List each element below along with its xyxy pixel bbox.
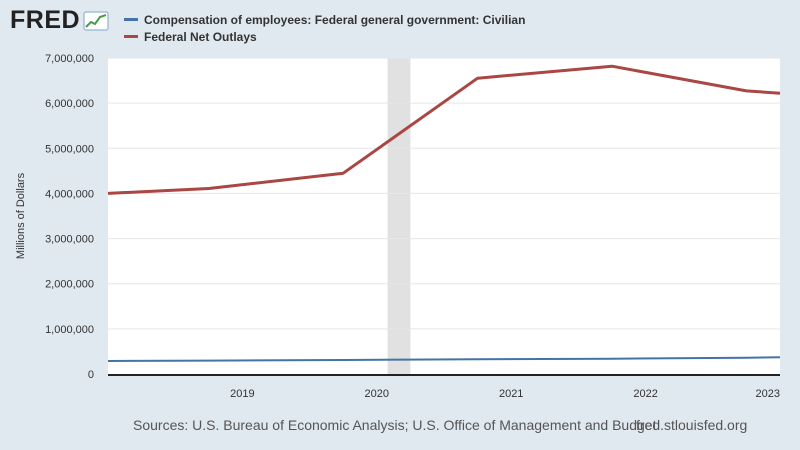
legend: Compensation of employees: Federal gener…: [124, 11, 525, 45]
legend-swatch-blue: [124, 18, 138, 21]
y-tick-label: 3,000,000: [45, 234, 94, 246]
legend-item-outlays: Federal Net Outlays: [124, 28, 525, 45]
chart-area: 0 1,000,000 2,000,000 3,000,000 4,000,000 5,0…: [15, 53, 781, 400]
y-tick-label: 1,000,000: [45, 324, 94, 336]
x-tick-label: 2021: [499, 388, 523, 400]
plot-background: [108, 58, 780, 374]
logo-text: FRED: [10, 6, 81, 34]
y-tick-label: 7,000,000: [45, 53, 94, 65]
sources-note: Sources: U.S. Bureau of Economic Analysi…: [133, 417, 657, 433]
y-tick-label: 0: [88, 369, 94, 381]
series-line-compensation: [107, 356, 781, 362]
y-tick-label: 5,000,000: [45, 143, 94, 155]
x-tick-label: 2023: [756, 388, 780, 400]
fred-url-link[interactable]: fred.stlouisfed.org: [636, 417, 748, 433]
x-tick-label: 2020: [365, 388, 389, 400]
fred-logo[interactable]: FRED: [10, 6, 109, 35]
chart-trend-icon: [83, 11, 109, 30]
legend-label-compensation: Compensation of employees: Federal gener…: [144, 12, 526, 27]
y-tick-label: 2,000,000: [45, 279, 94, 291]
y-axis-label: Millions of Dollars: [15, 172, 27, 259]
legend-swatch-red: [124, 35, 138, 38]
legend-label-outlays: Federal Net Outlays: [144, 29, 257, 44]
legend-item-compensation: Compensation of employees: Federal gener…: [124, 11, 525, 28]
x-tick-label: 2022: [633, 388, 657, 400]
series-line-outlays: [107, 64, 781, 195]
recession-shading: [387, 58, 411, 374]
y-tick-label: 4,000,000: [45, 188, 94, 200]
y-tick-label: 6,000,000: [45, 98, 94, 110]
x-tick-label: 2019: [230, 388, 254, 400]
